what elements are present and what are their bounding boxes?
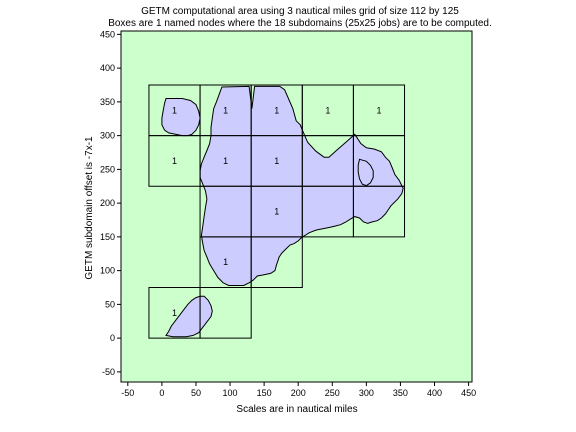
- subdomain-label-11: 1: [274, 156, 279, 166]
- water-region-south-basin: [165, 295, 213, 338]
- y-tick-label: -50: [102, 367, 115, 377]
- x-tick-label: 150: [257, 388, 272, 398]
- y-tick-label: 300: [100, 131, 115, 141]
- y-tick-label: 350: [100, 97, 115, 107]
- y-axis-ticks: -50 0 50 100 150 200 250 300 350 400 450: [100, 29, 121, 377]
- x-tick-label: 50: [191, 388, 201, 398]
- x-axis-ticks: -50 0 50 100 150 200 250 300 350 400 450: [121, 382, 476, 398]
- x-tick-label: 250: [325, 388, 340, 398]
- y-tick-label: 0: [110, 333, 115, 343]
- subdomain-label-15: 1: [223, 105, 228, 115]
- subdomain-label-14: 1: [172, 105, 177, 115]
- chart-title: GETM computational area using 3 nautical…: [141, 6, 459, 17]
- x-tick-label: 300: [359, 388, 374, 398]
- subdomain-label-1: 1: [172, 308, 177, 318]
- x-tick-label: 350: [393, 388, 408, 398]
- x-tick-label: 100: [223, 388, 238, 398]
- y-tick-label: 400: [100, 63, 115, 73]
- x-axis-label: Scales are in nautical miles: [236, 404, 357, 415]
- subdomain-label-10: 1: [223, 156, 228, 166]
- chart-subtitle: Boxes are 1 named nodes where the 18 sub…: [108, 18, 492, 29]
- y-tick-label: 150: [100, 232, 115, 242]
- x-tick-label: 0: [159, 388, 164, 398]
- subdomain-box-18: [352, 84, 406, 137]
- y-tick-label: 50: [105, 299, 115, 309]
- subdomain-label-9: 1: [172, 156, 177, 166]
- subdomain-label-17: 1: [325, 105, 330, 115]
- subdomain-label-3: 1: [223, 257, 228, 267]
- y-tick-label: 250: [100, 164, 115, 174]
- x-tick-label: -50: [121, 388, 134, 398]
- x-tick-label: 400: [427, 388, 442, 398]
- y-tick-label: 450: [100, 29, 115, 39]
- water-region-east-lagoon: [357, 158, 374, 187]
- x-tick-label: 450: [461, 388, 476, 398]
- y-axis-label: GETM subdomain offset is -7x-1: [84, 136, 95, 280]
- water-region-west-gulf: [161, 98, 201, 137]
- plot-frame: [120, 30, 473, 383]
- subdomain-label-18: 1: [376, 105, 381, 115]
- y-tick-label: 100: [100, 266, 115, 276]
- x-tick-label: 200: [291, 388, 306, 398]
- y-tick-label: 200: [100, 198, 115, 208]
- subdomain-label-6: 1: [274, 207, 279, 217]
- subdomain-boxes: 1 1 1 1 1 1 1 1 1 1 1: [148, 84, 406, 339]
- subdomain-label-16: 1: [274, 105, 279, 115]
